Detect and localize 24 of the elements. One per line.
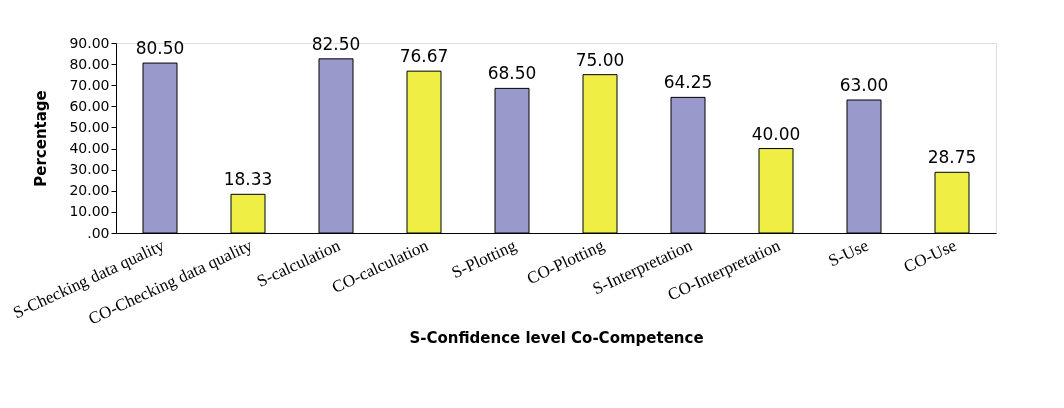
y-tick-label: 70.00 xyxy=(69,76,110,93)
x-axis-title: S-Confidence level Co-Competence xyxy=(409,329,704,348)
y-tick-label: 40.00 xyxy=(69,140,110,157)
data-label: 40.00 xyxy=(751,123,801,144)
y-tick-label: 80.00 xyxy=(69,55,110,72)
y-tick-label: .00 xyxy=(87,224,110,241)
data-label: 75.00 xyxy=(575,49,625,70)
data-label: 18.33 xyxy=(223,169,273,190)
data-label: 80.50 xyxy=(135,38,185,59)
data-label: 76.67 xyxy=(399,46,449,67)
x-tick-label: S-Use xyxy=(825,235,872,271)
y-tick-label: 50.00 xyxy=(69,118,110,135)
y-tick-label: 20.00 xyxy=(69,182,110,199)
y-tick-label: 60.00 xyxy=(69,97,110,114)
y-tick-label: 90.00 xyxy=(69,34,110,51)
x-tick-label: CO-Use xyxy=(900,235,960,277)
data-label: 28.75 xyxy=(927,147,977,168)
data-label: 82.50 xyxy=(311,33,361,54)
y-tick-label: 30.00 xyxy=(69,161,110,178)
data-label: 63.00 xyxy=(839,75,889,95)
y-axis-title: Percentage xyxy=(32,90,51,187)
data-label: 64.25 xyxy=(663,72,713,93)
data-label: 68.50 xyxy=(487,63,537,84)
y-tick-label: 10.00 xyxy=(69,203,110,220)
